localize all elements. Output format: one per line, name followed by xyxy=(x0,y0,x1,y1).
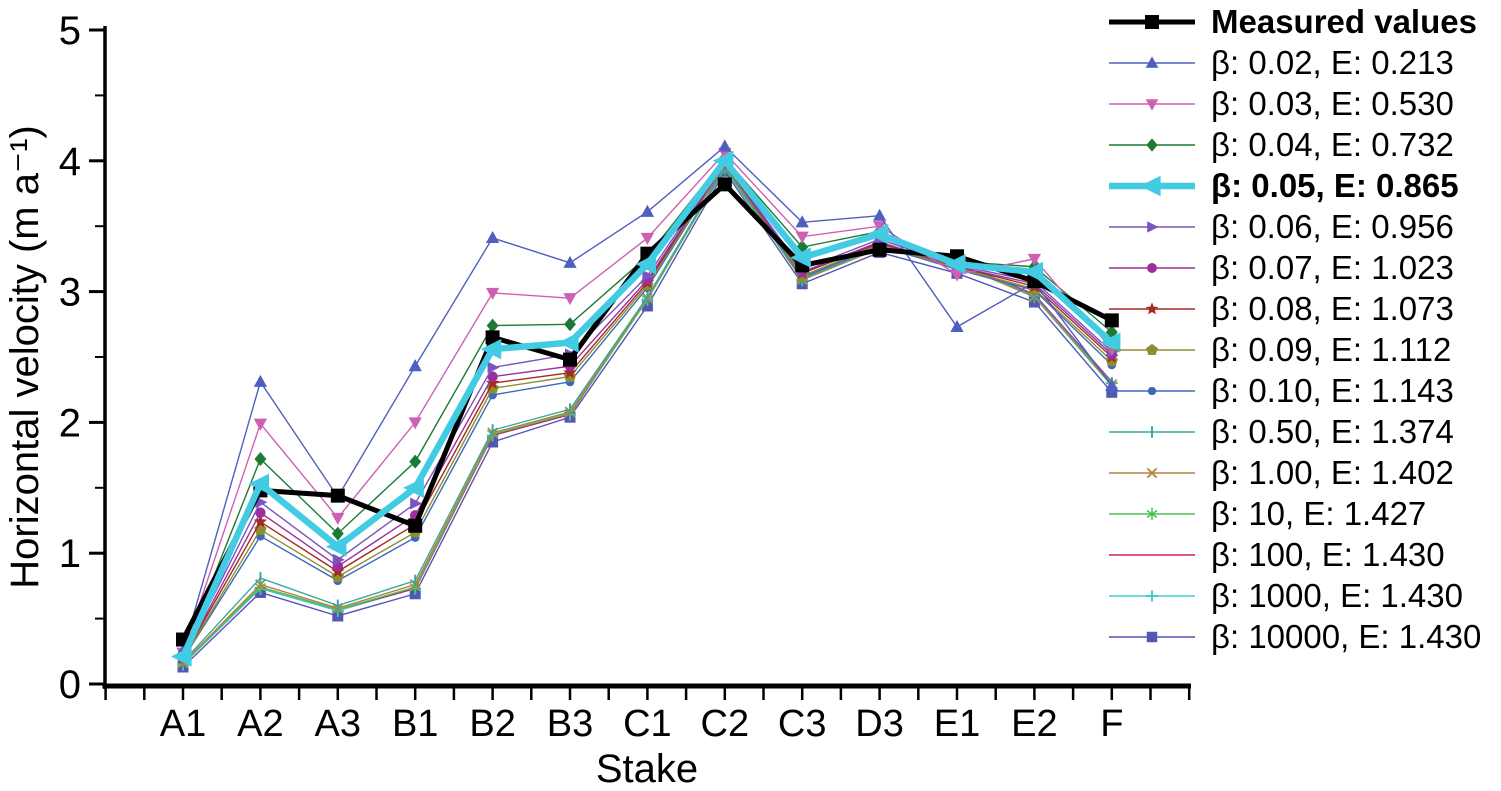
legend-swatch-9 xyxy=(1109,386,1195,395)
legend-item-10: β: 0.50, E: 1.374 xyxy=(1106,411,1481,452)
legend-swatch-11 xyxy=(1109,467,1195,478)
legend: Measured values β: 0.02, E: 0.213 β: 0.03,… xyxy=(1106,1,1481,657)
y-tick-label-0: 0 xyxy=(59,663,81,707)
legend-label-12: β: 10, E: 1.427 xyxy=(1211,495,1427,532)
x-tick-label-C3: C3 xyxy=(778,703,827,745)
legend-label-4: β: 0.05, E: 0.865 xyxy=(1211,167,1459,204)
x-tick-label-E1: E1 xyxy=(934,703,980,745)
y-tick-label-1: 1 xyxy=(59,532,81,576)
x-tick-label-A2: A2 xyxy=(237,703,283,745)
legend-swatch-0 xyxy=(1109,14,1195,29)
legend-item-11: β: 1.00, E: 1.402 xyxy=(1106,452,1481,493)
x-tick-label-B3: B3 xyxy=(547,703,593,745)
legend-item-4: β: 0.05, E: 0.865 xyxy=(1106,165,1481,206)
y-axis-title: Horizontal velocity (m a⁻¹) xyxy=(3,125,47,588)
legend-swatch-7 xyxy=(1109,301,1195,314)
legend-item-5: β: 0.06, E: 0.956 xyxy=(1106,206,1481,247)
y-tick-label-3: 3 xyxy=(59,271,81,315)
legend-swatch-8 xyxy=(1109,343,1195,355)
legend-swatch-2 xyxy=(1109,98,1195,111)
legend-label-10: β: 0.50, E: 1.374 xyxy=(1211,413,1454,450)
legend-label-15: β: 10000, E: 1.430 xyxy=(1211,618,1482,655)
x-tick-label-B1: B1 xyxy=(392,703,438,745)
legend-swatch-10 xyxy=(1109,425,1195,438)
x-tick-label-F: F xyxy=(1100,703,1123,745)
y-tick-label-2: 2 xyxy=(59,401,81,445)
series-0 xyxy=(176,177,1119,647)
legend-item-1: β: 0.02, E: 0.213 xyxy=(1106,42,1481,83)
legend-swatch-5 xyxy=(1109,220,1195,233)
legend-label-0: Measured values xyxy=(1211,3,1477,40)
legend-label-3: β: 0.04, E: 0.732 xyxy=(1211,126,1454,163)
y-tick-label-4: 4 xyxy=(59,140,81,184)
legend-item-13: β: 100, E: 1.430 xyxy=(1106,534,1481,575)
series-3 xyxy=(177,151,1118,661)
x-tick-label-A1: A1 xyxy=(160,703,206,745)
series-5 xyxy=(177,156,1119,663)
legend-label-2: β: 0.03, E: 0.530 xyxy=(1211,85,1454,122)
legend-item-2: β: 0.03, E: 0.530 xyxy=(1106,83,1481,124)
legend-swatch-3 xyxy=(1109,137,1195,152)
series-1 xyxy=(176,139,1119,657)
legend-swatch-1 xyxy=(1109,55,1195,68)
y-tick-label-5: 5 xyxy=(59,9,81,53)
legend-item-12: β: 10, E: 1.427 xyxy=(1106,493,1481,534)
axes: 0 1 2 3 4 5 A1 A2 A3 B1 B2 B3 C1 C2 C3 D3 E1 E2 F xyxy=(59,9,1191,745)
legend-label-1: β: 0.02, E: 0.213 xyxy=(1211,44,1454,81)
legend-item-15: β: 10000, E: 1.430 xyxy=(1106,616,1481,657)
legend-item-7: β: 0.08, E: 1.073 xyxy=(1106,288,1481,329)
x-tick-label-A3: A3 xyxy=(315,703,361,745)
series-layer xyxy=(171,139,1121,673)
x-axis-title: Stake xyxy=(596,747,698,791)
legend-label-11: β: 1.00, E: 1.402 xyxy=(1211,454,1454,491)
legend-swatch-6 xyxy=(1109,262,1195,273)
legend-label-7: β: 0.08, E: 1.073 xyxy=(1211,290,1454,327)
legend-item-0: Measured values xyxy=(1106,1,1481,42)
legend-label-8: β: 0.09, E: 1.112 xyxy=(1211,331,1452,368)
legend-label-9: β: 0.10, E: 1.143 xyxy=(1211,372,1454,409)
legend-label-6: β: 0.07, E: 1.023 xyxy=(1211,249,1454,286)
legend-item-8: β: 0.09, E: 1.112 xyxy=(1106,329,1481,370)
x-tick-label-D3: D3 xyxy=(855,703,904,745)
legend-label-5: β: 0.06, E: 0.956 xyxy=(1211,208,1454,245)
series-2 xyxy=(176,147,1119,660)
legend-swatch-15 xyxy=(1109,631,1195,642)
legend-swatch-12 xyxy=(1109,507,1195,520)
legend-item-9: β: 0.10, E: 1.143 xyxy=(1106,370,1481,411)
x-tick-label-C1: C1 xyxy=(623,703,672,745)
x-tick-label-B2: B2 xyxy=(469,703,515,745)
legend-item-6: β: 0.07, E: 1.023 xyxy=(1106,247,1481,288)
legend-swatch-4 xyxy=(1109,175,1195,196)
legend-label-14: β: 1000, E: 1.430 xyxy=(1211,577,1463,614)
series-4 xyxy=(171,150,1121,667)
series-7 xyxy=(176,156,1119,664)
legend-label-13: β: 100, E: 1.430 xyxy=(1211,536,1445,573)
legend-item-14: β: 1000, E: 1.430 xyxy=(1106,575,1481,616)
x-tick-label-E2: E2 xyxy=(1011,703,1057,745)
legend-swatch-13 xyxy=(1109,553,1195,556)
legend-swatch-14 xyxy=(1109,589,1195,602)
legend-item-3: β: 0.04, E: 0.732 xyxy=(1106,124,1481,165)
x-tick-label-C2: C2 xyxy=(701,703,750,745)
